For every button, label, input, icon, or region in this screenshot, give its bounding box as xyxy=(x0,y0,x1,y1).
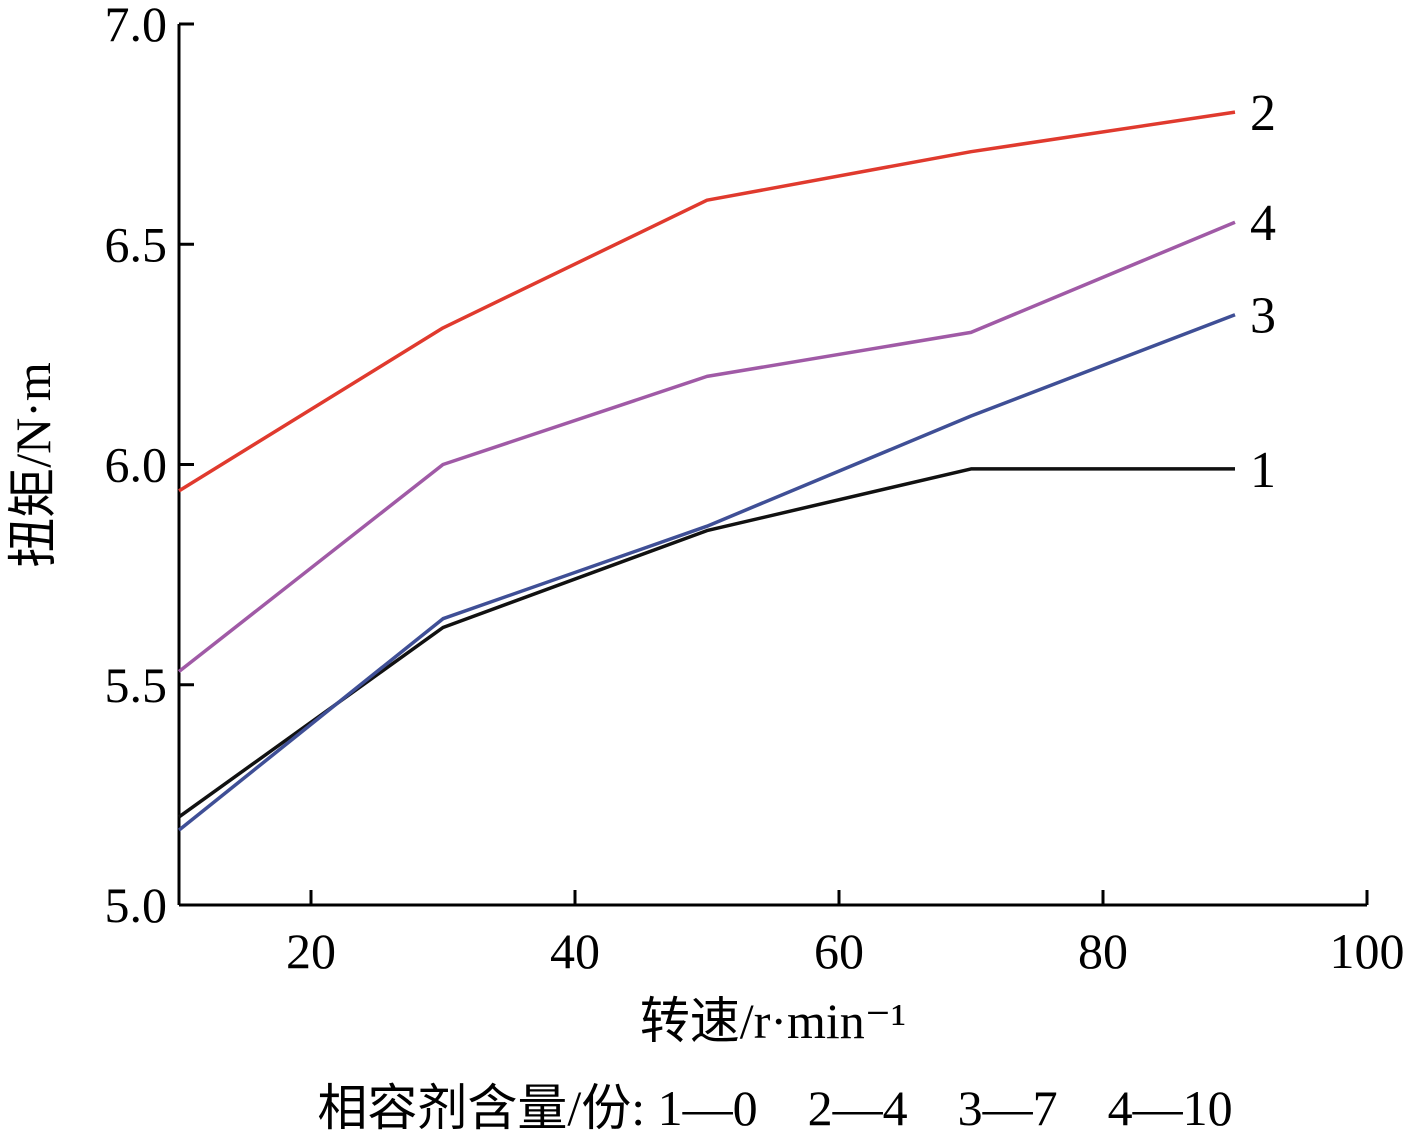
x-ticks: 20 40 60 80 100 xyxy=(286,890,1405,979)
y-ticks: 5.0 5.5 6.0 6.5 7.0 xyxy=(105,0,194,933)
y-tick-label: 6.0 xyxy=(105,437,168,493)
y-axis-title: 扭矩/N·m xyxy=(5,362,61,568)
series-labels: 1 2 3 4 xyxy=(1250,85,1276,499)
y-tick-label: 6.5 xyxy=(105,216,168,272)
series-lines xyxy=(177,110,1236,832)
x-tick-label: 80 xyxy=(1078,923,1128,979)
series-label-4: 4 xyxy=(1250,195,1276,252)
series-label-3: 3 xyxy=(1250,288,1276,345)
axes xyxy=(177,24,1367,907)
series-label-1: 1 xyxy=(1250,442,1276,499)
y-tick-label: 7.0 xyxy=(105,0,168,52)
y-tick-label: 5.5 xyxy=(105,657,168,713)
series-line-3 xyxy=(177,313,1236,832)
x-tick-label: 100 xyxy=(1330,923,1405,979)
series-line-2 xyxy=(178,110,1236,493)
y-tick-label: 5.0 xyxy=(105,877,168,933)
series-line-1 xyxy=(177,467,1235,819)
x-tick-label: 20 xyxy=(286,923,336,979)
series-label-2: 2 xyxy=(1250,85,1276,142)
series-line-4 xyxy=(177,220,1236,673)
legend-caption: 相容剂含量/份: 1—0 2—4 3—7 4—10 xyxy=(317,1080,1232,1134)
x-tick-label: 40 xyxy=(550,923,600,979)
x-axis-title: 转速/r·min⁻¹ xyxy=(640,993,906,1049)
x-tick-label: 60 xyxy=(814,923,864,979)
